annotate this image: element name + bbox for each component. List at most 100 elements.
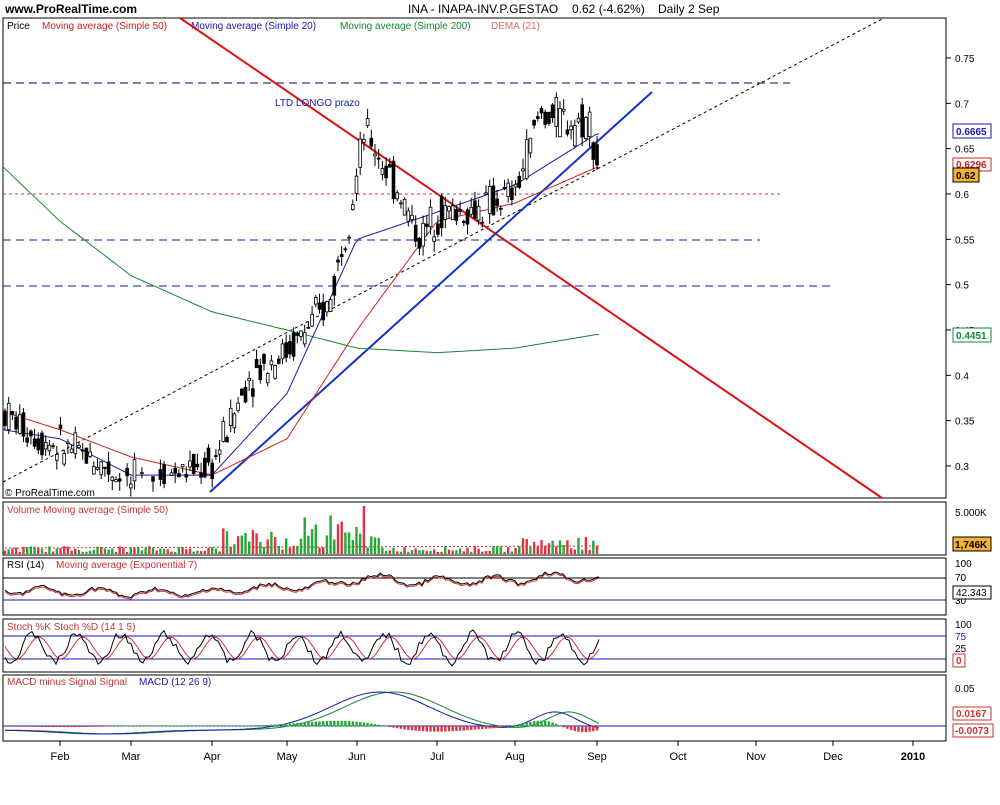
volume-bar (555, 546, 558, 554)
macd-hist-bar (347, 721, 351, 727)
candle-body (543, 111, 547, 125)
macd-hist-bar (155, 725, 158, 727)
volume-bar (211, 547, 214, 554)
volume-bar (3, 550, 7, 554)
legend-sma50: Moving average (Simple 50) (42, 21, 167, 32)
macd-hist-bar (214, 725, 218, 727)
volume-bar (407, 551, 410, 554)
volume-bar (144, 547, 147, 554)
candle-body (395, 192, 399, 200)
candle-body (428, 206, 433, 228)
volume-bar (159, 548, 162, 554)
macd-hist-bar (344, 720, 347, 727)
macd-hist-bar (447, 726, 451, 732)
macd-hist-bar (566, 726, 569, 729)
candle-body (402, 199, 407, 216)
volume-bar (103, 548, 107, 554)
candle-body (313, 297, 318, 305)
candle-body (276, 358, 281, 364)
price-axis-label: 0.4 (955, 371, 969, 382)
macd-hist-bar (192, 725, 195, 727)
volume-legend: Volume Moving average (Simple 50) (7, 505, 168, 516)
macd-hist-bar (103, 726, 107, 727)
macd-hist-bar (558, 725, 562, 727)
volume-bar (29, 546, 33, 554)
volume-bar (325, 535, 329, 554)
candle-body (447, 206, 451, 212)
macd-hist-bar (277, 724, 280, 727)
price-axis-label: 0.6 (955, 190, 969, 201)
volume-bar (122, 547, 125, 554)
candle-body (103, 466, 107, 469)
macd-hist-bar (458, 726, 462, 731)
volume-bar (436, 551, 440, 554)
candle-body (380, 168, 385, 175)
candle-body (132, 459, 137, 482)
macd-hist-bar (547, 721, 551, 727)
macd-hist-bar (336, 720, 340, 727)
macd-hist-bar (495, 726, 499, 728)
volume-bar (63, 546, 66, 554)
volume-bar (518, 546, 521, 554)
candle-body (258, 364, 263, 380)
macd-hist-bar (410, 726, 414, 731)
candle-body (191, 454, 196, 474)
site-title[interactable]: www.ProRealTime.com (4, 2, 137, 16)
annotation-ltd: LTD LONGO prazo (275, 98, 360, 109)
legend-dema: DEMA (21) (491, 21, 540, 32)
volume-bar (170, 551, 173, 554)
candle-body (251, 388, 255, 397)
macd-hist-bar (207, 725, 210, 727)
candle-body (413, 224, 418, 242)
volume-bar (273, 537, 277, 554)
rsi-panel (2, 557, 947, 616)
candle-body (40, 432, 44, 456)
macd-hist-bar (211, 725, 214, 727)
macd-hist-bar (503, 726, 506, 728)
quote-text: 0.62 (-4.62%) (572, 2, 645, 16)
volume-bar (85, 551, 88, 554)
volume-bar (359, 533, 362, 554)
candle-body (51, 445, 55, 448)
x-axis-label: Jul (430, 751, 444, 763)
candle-body (239, 388, 244, 396)
candle-body (151, 476, 155, 482)
macd-hist-bar (59, 726, 62, 728)
volume-bar (259, 541, 262, 554)
candle-body (106, 461, 111, 475)
volume-bar (318, 547, 321, 554)
candle-body (73, 432, 78, 455)
volume-bar (244, 532, 247, 554)
candle-body (436, 223, 440, 235)
candle-body (510, 187, 514, 201)
macd-hist-bar (88, 726, 92, 727)
volume-bar (396, 551, 399, 554)
volume-bar (388, 550, 391, 554)
candle-body (325, 301, 329, 313)
candle-body (432, 236, 436, 242)
macd-hist-bar (499, 726, 502, 728)
volume-bar (347, 532, 351, 554)
volume-last: 1,746K (955, 540, 988, 551)
legend-price: Price (7, 21, 30, 32)
volume-bar (384, 550, 388, 554)
macd-hist-bar (381, 725, 384, 727)
x-axis-label: Sep (587, 751, 607, 763)
candle-body (58, 424, 63, 429)
candle-body (454, 209, 459, 221)
macd-hist-bar (100, 726, 103, 727)
candle-body (547, 111, 551, 125)
macd-hist-bar (551, 722, 554, 727)
candle-body (14, 416, 18, 430)
macd-hist-bar (377, 724, 380, 727)
volume-bar (248, 541, 251, 554)
macd-hist-bar (262, 725, 266, 727)
macd-hist-bar (44, 726, 47, 728)
macd-hist-bar (595, 726, 599, 731)
macd-hist-bar (444, 726, 447, 732)
volume-bar (466, 547, 469, 554)
candle-body (92, 466, 96, 475)
candle-body (343, 248, 348, 251)
macd-hist-bar (288, 723, 292, 727)
